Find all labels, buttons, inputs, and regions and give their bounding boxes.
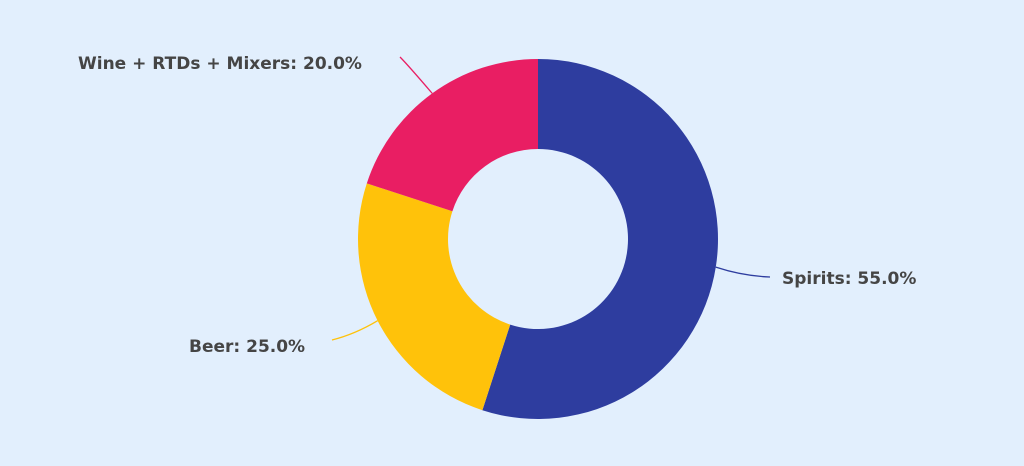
- slice-spirits[interactable]: [482, 59, 719, 420]
- slice-label-wine-rtds-mixers: Wine + RTDs + Mixers: 20.0%: [78, 54, 362, 74]
- leader-line-spirits: [715, 266, 771, 278]
- leader-line-wine-rtds-mixers: [399, 56, 433, 94]
- slice-label-spirits: Spirits: 55.0%: [782, 269, 916, 289]
- slice-beer[interactable]: [357, 183, 511, 411]
- slice-wine-rtds-mixers[interactable]: [366, 58, 538, 212]
- leader-line-beer: [331, 320, 378, 341]
- slice-label-beer: Beer: 25.0%: [189, 337, 305, 357]
